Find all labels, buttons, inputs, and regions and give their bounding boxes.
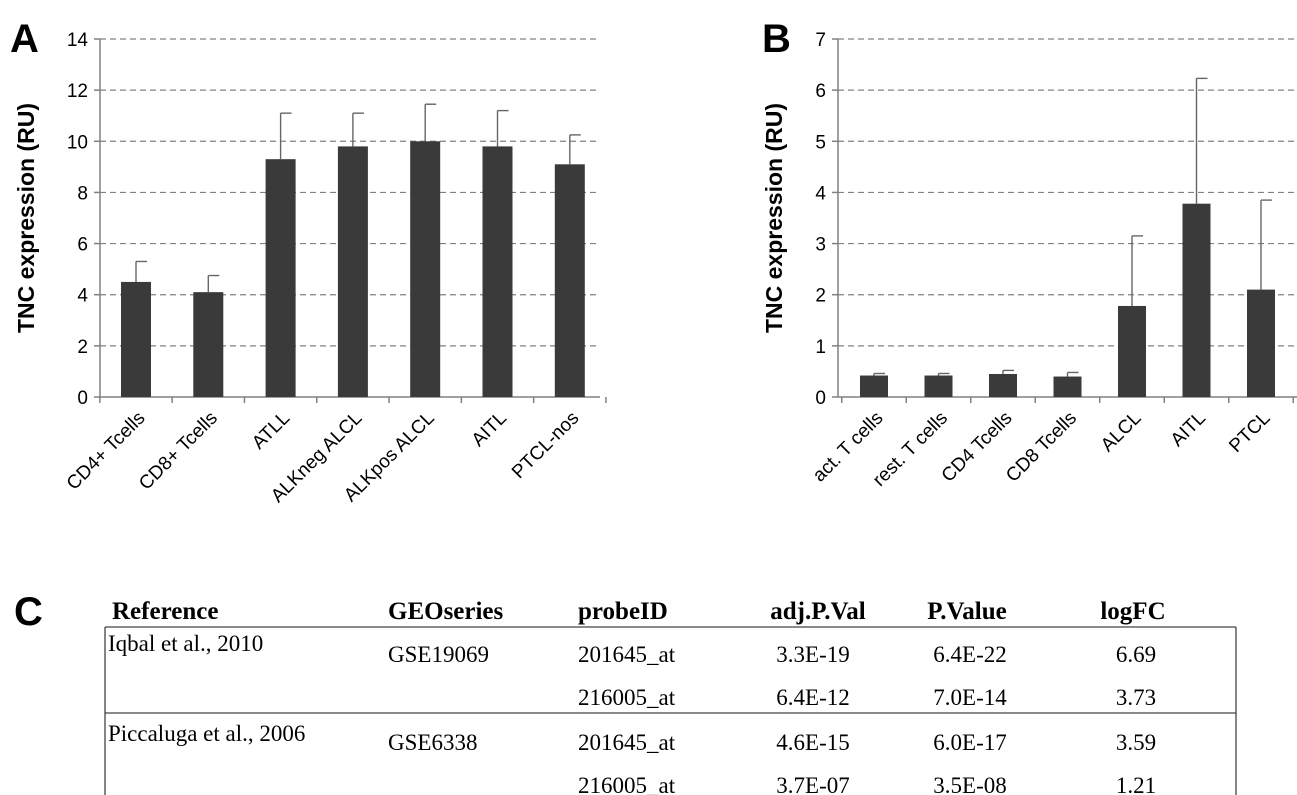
bar [121, 281, 151, 397]
y-tick-label: 3 [815, 235, 826, 256]
bar [482, 146, 513, 397]
table-cell: 201645_at [578, 730, 676, 755]
panel-b-letter: B [762, 17, 791, 61]
y-axis-title: TNC expression (RU) [13, 103, 39, 333]
table-cell: GSE6338 [388, 730, 477, 755]
table-cell: 3.7E-07 [776, 773, 849, 795]
y-axis-title: TNC expression (RU) [761, 103, 787, 333]
bar [924, 375, 953, 397]
category-label: ALCL [1097, 408, 1145, 456]
bar [1247, 289, 1275, 397]
y-tick-label: 0 [815, 388, 826, 409]
table-cell: 3.5E-08 [933, 773, 1006, 795]
panel-c-letter: C [14, 590, 43, 634]
table-header-cell: P.Value [927, 598, 1006, 625]
table-cell: GSE19069 [388, 642, 489, 667]
table-header-cell: logFC [1100, 598, 1165, 625]
table-cell: 6.69 [1116, 642, 1156, 667]
bar [265, 159, 296, 397]
category-label: CD8 Tcells [1002, 408, 1081, 487]
bar [1182, 203, 1211, 397]
bar [337, 146, 368, 397]
table-header-cell: GEOseries [388, 598, 504, 625]
y-tick-label: 1 [815, 337, 826, 358]
y-tick-label: 8 [77, 183, 88, 204]
y-tick-label: 0 [77, 388, 88, 409]
y-tick-label: 4 [815, 183, 826, 204]
table-header-cell: Reference [112, 598, 218, 625]
y-tick-label: 10 [67, 132, 88, 153]
table-cell: 1.21 [1116, 773, 1156, 795]
category-label: PTCL [1225, 408, 1274, 457]
bar [1053, 376, 1082, 397]
bar [1118, 305, 1146, 397]
y-tick-label: 2 [815, 286, 826, 307]
y-tick-label: 6 [77, 235, 88, 256]
table-header-cell: adj.P.Val [770, 598, 865, 625]
category-label: AITL [468, 408, 511, 451]
table-cell: 3.73 [1116, 685, 1156, 710]
table-cell: 201645_at [578, 642, 676, 667]
table-cell: 3.3E-19 [776, 642, 849, 667]
table-header-cell: probeID [578, 598, 668, 625]
table-cell: Piccaluga et al., 2006 [108, 721, 305, 746]
category-label: CD8+ Tcells [135, 408, 222, 495]
table-cell: Iqbal et al., 2010 [108, 631, 263, 656]
y-tick-label: 14 [67, 30, 89, 51]
bar [410, 141, 441, 397]
panel-a-letter: A [10, 17, 39, 61]
table-cell: 6.0E-17 [933, 730, 1006, 755]
bar [554, 164, 585, 397]
y-tick-label: 7 [815, 30, 826, 51]
y-tick-label: 12 [67, 81, 88, 102]
bar [989, 373, 1017, 397]
table-cell: 3.59 [1116, 730, 1156, 755]
y-tick-label: 4 [77, 286, 88, 307]
table-cell: 4.6E-15 [776, 730, 849, 755]
bar [193, 292, 224, 397]
table-cell: 6.4E-22 [933, 642, 1006, 667]
category-label: AITL [1167, 408, 1210, 451]
category-label: ATLL [248, 408, 294, 454]
table-cell: 216005_at [578, 685, 676, 710]
table-cell: 216005_at [578, 773, 676, 795]
table-cell: 7.0E-14 [933, 685, 1007, 710]
bar [860, 375, 888, 397]
table-panel-c: Reference GEOseries probeID adj.P.Val P.Valu… [104, 598, 1237, 795]
y-tick-label: 2 [77, 337, 88, 358]
y-tick-label: 5 [815, 132, 826, 153]
y-tick-label: 6 [815, 81, 826, 102]
table-cell: 6.4E-12 [776, 685, 849, 710]
category-label: PTCL-nos [508, 408, 583, 483]
